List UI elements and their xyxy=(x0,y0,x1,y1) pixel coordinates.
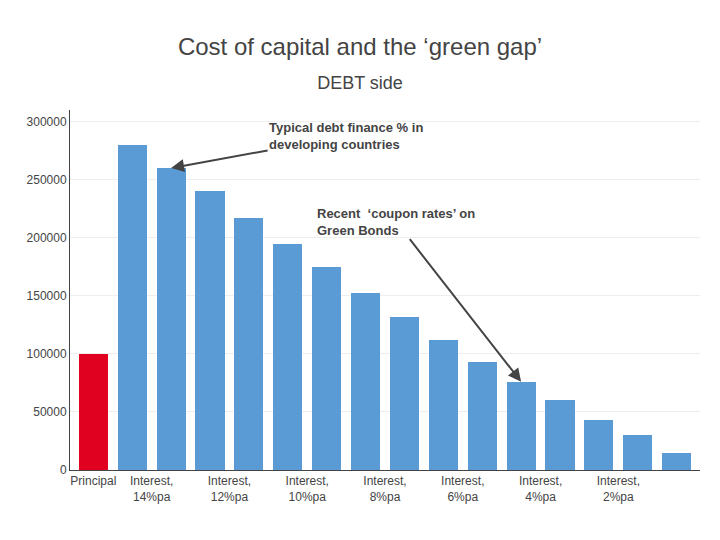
svg-text:250000: 250000 xyxy=(27,173,67,187)
svg-text:Principal: Principal xyxy=(70,474,116,488)
svg-text:Cost of capital and the ‘green: Cost of capital and the ‘green gap’ xyxy=(178,33,542,60)
svg-text:Recent ‘coupon rates’ onGreen: Recent ‘coupon rates’ onGreen Bonds xyxy=(317,206,475,238)
svg-text:Interest,4%pa: Interest,4%pa xyxy=(519,474,562,504)
svg-text:Interest,10%pa: Interest,10%pa xyxy=(286,474,329,504)
svg-text:100000: 100000 xyxy=(27,347,67,361)
svg-text:Interest,12%pa: Interest,12%pa xyxy=(208,474,251,504)
svg-text:Interest,14%pa: Interest,14%pa xyxy=(130,474,173,504)
svg-text:300000: 300000 xyxy=(27,115,67,129)
svg-text:DEBT side: DEBT side xyxy=(317,73,403,93)
svg-text:Typical debt finance % indevel: Typical debt finance % indeveloping coun… xyxy=(269,120,423,152)
svg-text:Interest,6%pa: Interest,6%pa xyxy=(441,474,484,504)
svg-text:200000: 200000 xyxy=(27,231,67,245)
svg-text:150000: 150000 xyxy=(27,289,67,303)
svg-text:50000: 50000 xyxy=(33,405,67,419)
svg-text:Interest,8%pa: Interest,8%pa xyxy=(363,474,406,504)
svg-text:Interest,2%pa: Interest,2%pa xyxy=(597,474,640,504)
svg-text:0: 0 xyxy=(60,463,67,477)
